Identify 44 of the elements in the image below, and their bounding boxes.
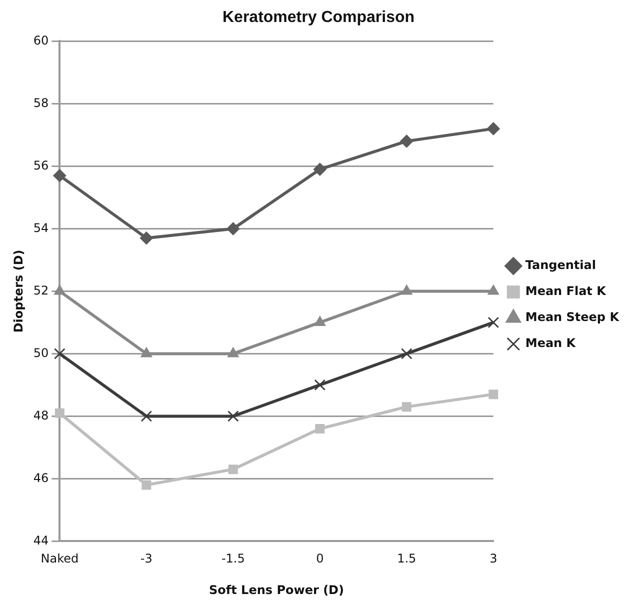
x-tick-label: -3 xyxy=(140,552,152,566)
y-axis-title: Diopters (D) xyxy=(11,250,26,333)
x-tick-label: 1.5 xyxy=(397,552,416,566)
point xyxy=(142,480,152,490)
chart-title: Keratometry Comparison xyxy=(222,9,415,26)
point xyxy=(402,402,412,412)
y-tick-label: 60 xyxy=(33,33,49,48)
point xyxy=(227,347,239,358)
x-tick-label: 0 xyxy=(316,552,324,566)
point xyxy=(400,348,412,360)
point xyxy=(488,284,500,295)
x-tick-label: -1.5 xyxy=(221,552,245,566)
point xyxy=(228,464,238,474)
point xyxy=(53,169,66,182)
y-tick-label: 56 xyxy=(33,158,49,172)
point xyxy=(226,222,240,236)
point xyxy=(488,390,498,400)
y-tick-label: 52 xyxy=(33,283,49,298)
legend-label: Mean K xyxy=(525,336,576,350)
y-tick-label: 54 xyxy=(33,220,49,235)
y-tick-label: 48 xyxy=(33,408,49,422)
point xyxy=(313,162,326,176)
x-tick-label: 3 xyxy=(490,552,498,566)
point xyxy=(140,410,152,422)
legend-label: Mean Steep K xyxy=(525,310,620,324)
point xyxy=(227,410,239,422)
point xyxy=(314,316,326,326)
x-tick-label: Naked xyxy=(40,552,79,566)
y-tick-label: 44 xyxy=(33,533,49,548)
point xyxy=(488,316,500,328)
y-tick-label: 50 xyxy=(33,346,49,360)
point xyxy=(140,347,152,358)
point xyxy=(314,379,326,391)
point xyxy=(486,122,500,136)
point xyxy=(400,284,412,295)
point xyxy=(400,134,414,148)
legend-label: Mean Flat K xyxy=(525,284,607,298)
point xyxy=(140,232,153,245)
point xyxy=(54,408,64,418)
x-axis-title: Soft Lens Power (D) xyxy=(209,582,344,597)
y-tick-label: 46 xyxy=(33,470,49,485)
point xyxy=(315,424,325,434)
legend-label: Tangential xyxy=(525,258,596,272)
y-tick-label: 58 xyxy=(33,96,49,110)
